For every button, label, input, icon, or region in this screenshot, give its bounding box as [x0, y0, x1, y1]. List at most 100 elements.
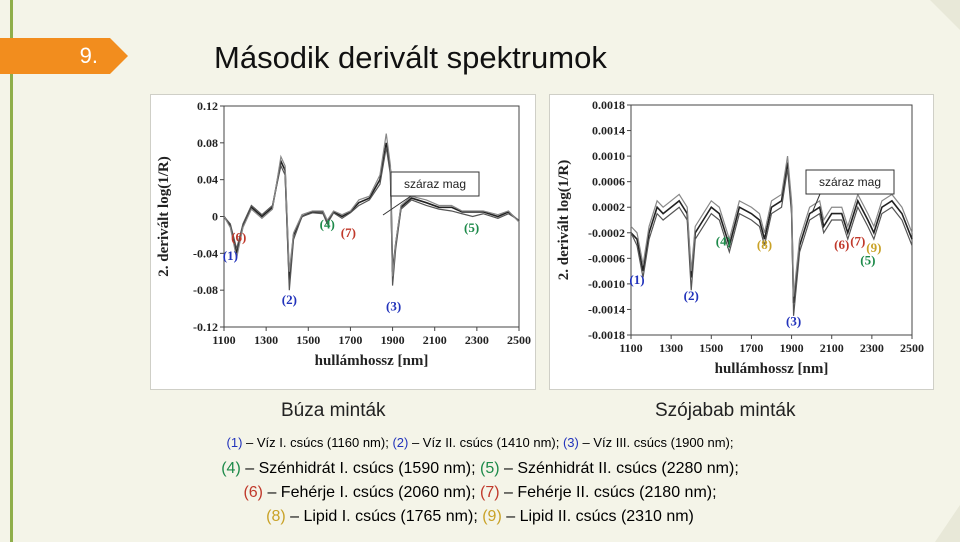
corner-decoration-icon [930, 0, 960, 30]
peak-label: (7) [850, 234, 865, 249]
legend-text: – Fehérje II. csúcs (2180 nm); [499, 484, 717, 501]
legend-id-9: (9) [482, 508, 502, 525]
legend-id-4: (4) [221, 460, 241, 477]
legend-id-1: (1) [226, 435, 243, 450]
chart-right-svg: 0.0018 0.0014 0.0010 0.0006 0.0002 -0.0002 -0.… [556, 98, 924, 377]
x-tick-label: 1100 [212, 333, 235, 347]
y-tick-label: -0.0018 [588, 328, 625, 342]
y-tick-label: -0.0002 [588, 226, 625, 240]
peak-label: (2) [684, 288, 699, 303]
y-tick-label: 0.12 [197, 99, 218, 113]
legend-text: – Víz II. csúcs (1410 nm); [408, 435, 563, 450]
y-tick-label: 0.04 [197, 173, 218, 187]
y-tick-label: -0.04 [193, 246, 218, 260]
y-axis-label: 2. derivált log(1/R) [556, 160, 572, 280]
slide-title: Második derivált spektrumok [214, 40, 607, 75]
y-tick-label: 0.0006 [592, 175, 625, 189]
legend-line-4: (8) – Lipid I. csúcs (1765 nm); (9) – Li… [0, 508, 960, 526]
x-tick-label: 2300 [860, 341, 884, 355]
y-tick-label: -0.0010 [588, 277, 625, 291]
annotation-text: száraz mag [819, 175, 881, 189]
caption-left: Búza minták [281, 400, 386, 421]
spectrum-series-line [630, 156, 913, 297]
legend-line-3: (6) – Fehérje I. csúcs (2060 nm); (7) – … [0, 484, 960, 502]
x-tick-label: 2100 [423, 333, 447, 347]
y-tick-label: -0.08 [193, 283, 218, 297]
x-tick-label: 1300 [659, 341, 683, 355]
spectrum-series-line [630, 162, 913, 304]
annotation-pointer [811, 193, 821, 214]
annotation-text: száraz mag [404, 177, 466, 191]
x-axis-label: hullámhossz [nm] [715, 361, 829, 377]
x-tick-label: 1500 [296, 333, 320, 347]
chart-panel-left: 0.12 0.08 0.04 0 -0.04 -0.08 -0.12 1100 1300 1500… [150, 94, 536, 390]
y-tick-label: -0.0014 [588, 302, 625, 316]
slide-number-badge-arrow [110, 38, 128, 74]
x-tick-label: 1900 [780, 341, 804, 355]
peak-label: (5) [464, 220, 479, 235]
x-axis-label: hullámhossz [nm] [315, 353, 429, 369]
x-tick-label: 1700 [338, 333, 362, 347]
spectrum-series-line [223, 133, 520, 277]
x-tick-label: 1900 [381, 333, 405, 347]
peak-label: (3) [386, 298, 401, 313]
x-tick-label: 2500 [900, 341, 924, 355]
legend-id-6: (6) [243, 484, 264, 501]
spectrum-series-line [630, 168, 913, 316]
peak-label: (4) [320, 216, 335, 231]
legend-id-5: (5) [480, 460, 500, 477]
legend-text: – Víz III. csúcs (1900 nm); [578, 435, 734, 450]
plot-frame [630, 104, 913, 336]
slide-number-badge: 9. [0, 38, 110, 74]
chart-panel-right: 0.0018 0.0014 0.0010 0.0006 0.0002 -0.0002 -0.… [549, 94, 934, 390]
spectrum-series-line [223, 142, 520, 282]
peak-label: (5) [860, 253, 875, 268]
x-tick-label: 2500 [507, 333, 531, 347]
annotation-pointer [382, 195, 412, 216]
legend-line-1: (1) – Víz I. csúcs (1160 nm); (2) – Víz … [0, 435, 960, 450]
peak-label: (8) [757, 237, 772, 252]
y-tick-label: 0.0014 [592, 124, 625, 138]
peak-label: (4) [716, 234, 731, 249]
corner-decoration-bottom-icon [935, 505, 960, 542]
x-tick-label: 1700 [739, 341, 763, 355]
slide-number: 9. [79, 43, 98, 68]
x-tick-label: 1300 [254, 333, 278, 347]
y-tick-label: 0.0018 [592, 98, 625, 112]
peak-label: (6) [231, 229, 246, 244]
x-tick-label: 1100 [619, 341, 642, 355]
y-tick-label: -0.12 [193, 320, 218, 334]
legend-id-2: (2) [392, 435, 409, 450]
y-tick-label: 0.0010 [592, 149, 625, 163]
peak-label: (2) [282, 292, 297, 307]
legend-text: – Fehérje I. csúcs (2060 nm); [263, 484, 480, 501]
peak-label: (7) [341, 225, 356, 240]
legend-text: – Lipid II. csúcs (2310 nm) [501, 508, 694, 525]
peak-label: (3) [786, 313, 801, 328]
annotation-box [805, 169, 895, 195]
peak-label: (1) [223, 248, 238, 263]
legend-text: – Lipid I. csúcs (1765 nm); [285, 508, 483, 525]
spectrum-series-line [223, 147, 520, 291]
y-tick-label: -0.0006 [588, 251, 625, 265]
x-tick-label: 2300 [465, 333, 489, 347]
legend-text: – Víz I. csúcs (1160 nm); [242, 435, 393, 450]
peak-label: (6) [834, 237, 849, 252]
legend-id-8: (8) [266, 508, 286, 525]
left-accent-bar [10, 0, 13, 542]
annotation-box [390, 171, 480, 197]
y-axis-label: 2. derivált log(1/R) [156, 156, 172, 276]
peak-label: (9) [866, 240, 881, 255]
peak-label: (1) [629, 272, 644, 287]
legend-id-3: (3) [562, 435, 579, 450]
y-tick-label: 0.08 [197, 136, 218, 150]
x-tick-label: 1500 [699, 341, 723, 355]
legend-text: – Szénhidrát I. csúcs (1590 nm); [240, 460, 480, 477]
legend-id-7: (7) [480, 484, 500, 501]
x-tick-label: 2100 [820, 341, 844, 355]
legend-line-2: (4) – Szénhidrát I. csúcs (1590 nm); (5)… [0, 460, 960, 478]
y-tick-label: 0 [212, 210, 218, 224]
y-tick-label: 0.0002 [592, 200, 625, 214]
caption-right: Szójabab minták [655, 400, 796, 421]
